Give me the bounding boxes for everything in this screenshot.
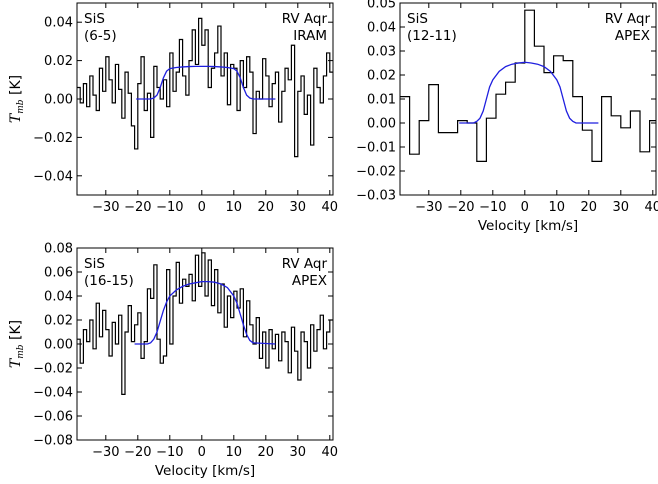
y-tick-label: −0.02 [356,165,396,180]
spectrum-panel-bottom-left: −30 −20 −10 0 10 20 30 40 −0.08 −0.06 −0.04 −0.02 0.… [8,242,338,480]
model-fit-line [459,61,599,124]
y-tick-label: 0.01 [367,93,396,108]
x-tick-label: −10 [156,445,183,460]
x-tick-label: 0 [198,200,206,215]
y-tick-label: −0.02 [33,362,73,377]
x-tick-label: −30 [415,200,442,215]
y-axis-label: Tmb [K] [8,320,26,368]
x-tick-label: −20 [124,445,151,460]
x-tick-label: 20 [258,200,275,215]
y-axis-label: Tmb [K] [8,75,26,123]
y-tick-label: −0.04 [33,169,73,184]
molecule-label: SiS [84,256,105,272]
y-tick-label: 0.00 [367,117,396,132]
star-label: RV Aqr [282,256,328,272]
x-tick-label: 40 [322,200,339,215]
telescope-label: IRAM [293,28,327,44]
telescope-label: APEX [292,273,327,289]
observed-spectrum-line [77,252,333,395]
x-tick-label: 0 [198,445,206,460]
x-tick-label: −10 [479,200,506,215]
y-tick-label: −0.06 [33,410,73,425]
x-tick-label: 20 [581,200,598,215]
y-tick-label: 0.05 [367,0,396,12]
x-tick-label: −10 [156,200,183,215]
y-tick-label: −0.03 [356,189,396,204]
x-tick-label: 20 [258,445,275,460]
y-tick-label: 0.08 [44,242,73,257]
telescope-label: APEX [615,28,650,44]
x-tick-label: 40 [322,445,339,460]
x-tick-label: −20 [447,200,474,215]
y-tick-label: 0.06 [44,266,73,281]
star-label: RV Aqr [605,11,651,27]
spectrum-panel-top-right: −30 −20 −10 0 10 20 30 40 −0.03 −0.02 −0.01 0.00 0.0… [356,0,658,234]
y-tick-label: 0.04 [44,16,73,31]
y-tick-label: −0.08 [33,434,73,449]
x-tick-label: 0 [521,200,529,215]
y-tick-label: 0.04 [367,21,396,36]
x-tick-label: 30 [290,200,307,215]
y-tick-label: 0.02 [44,314,73,329]
x-axis-label: Velocity [km/s] [155,463,255,479]
y-tick-label: 0.00 [44,93,73,108]
transition-label: (16-15) [84,273,134,289]
x-tick-label: 30 [613,200,630,215]
y-tick-label: 0.03 [367,45,396,60]
observed-spectrum-line [400,9,656,162]
x-tick-label: 10 [549,200,566,215]
y-tick-label: −0.01 [356,141,396,156]
x-tick-label: −20 [124,200,151,215]
y-tick-label: −0.02 [33,131,73,146]
x-tick-label: 40 [645,200,658,215]
x-tick-label: 10 [226,445,243,460]
spectrum-panel-top-left: −30 −20 −10 0 10 20 30 40 −0.04 −0.02 0.00 0.02 0.04… [8,2,339,215]
transition-label: (6-5) [84,28,117,44]
observed-spectrum-line [77,17,333,158]
y-tick-label: 0.04 [44,290,73,305]
x-tick-label: 10 [226,200,243,215]
star-label: RV Aqr [282,11,328,27]
transition-label: (12-11) [407,28,457,44]
y-tick-label: −0.04 [33,386,73,401]
y-tick-label: 0.02 [367,69,396,84]
y-tick-label: 0.00 [44,338,73,353]
molecule-label: SiS [84,11,105,27]
x-tick-label: 30 [290,445,307,460]
y-tick-label: 0.02 [44,54,73,69]
model-fit-line [134,280,276,345]
molecule-label: SiS [407,11,428,27]
x-tick-label: −30 [92,445,119,460]
x-tick-label: −30 [92,200,119,215]
x-axis-label: Velocity [km/s] [478,218,578,234]
model-fit-line [136,65,276,100]
